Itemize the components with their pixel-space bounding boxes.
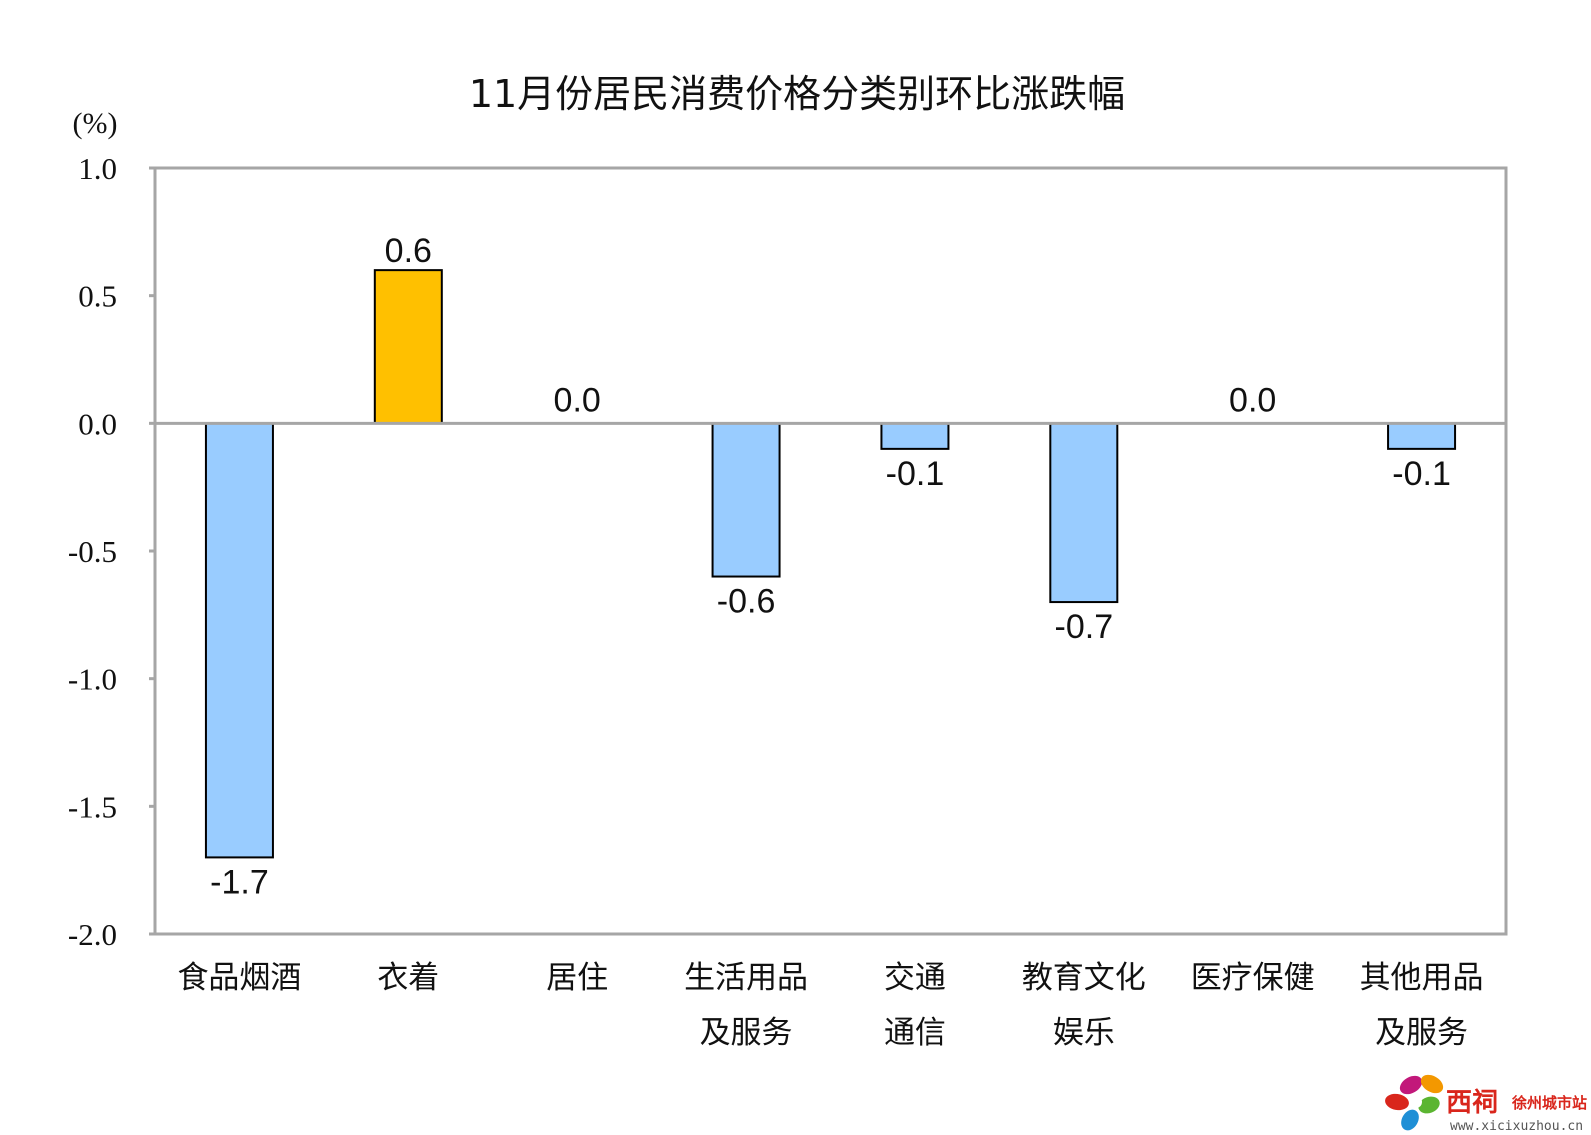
x-category-label: 衣着	[377, 960, 439, 996]
x-category-label: 其他用品	[1360, 960, 1484, 996]
y-tick-label: -0.5	[68, 534, 117, 569]
x-category-label: 交通	[884, 960, 946, 996]
flower-logo-icon	[1385, 1074, 1444, 1131]
bar-1	[373, 269, 443, 425]
y-axis: 1.0 0.5 0.0 -0.5 -1.0 -1.5 -2.0	[68, 151, 155, 952]
watermark-brand: 西祠	[1446, 1088, 1498, 1118]
bars	[204, 269, 1457, 859]
x-category-label: 教育文化	[1022, 960, 1146, 996]
bar-0	[204, 422, 274, 859]
bar-3	[711, 422, 781, 578]
x-category-label: 及服务	[1375, 1015, 1468, 1051]
y-tick-label: -1.5	[68, 789, 117, 824]
x-category-label: 居住	[546, 960, 608, 996]
data-label-0: -1.7	[210, 863, 269, 901]
data-label-6: 0.0	[1229, 381, 1276, 419]
x-category-label: 通信	[884, 1015, 946, 1051]
bar-4	[880, 422, 950, 450]
y-tick-label: -1.0	[68, 662, 117, 697]
bar-5	[1049, 422, 1119, 604]
y-tick-label: 0.0	[78, 406, 117, 441]
data-label-7: -0.1	[1392, 455, 1451, 493]
data-label-5: -0.7	[1055, 608, 1114, 646]
data-label-1: 0.6	[385, 232, 432, 270]
y-tick-label: 0.5	[78, 279, 117, 314]
data-label-4: -0.1	[886, 455, 945, 493]
data-label-2: 0.0	[554, 381, 601, 419]
watermark-site: 徐州城市站	[1511, 1094, 1587, 1112]
y-tick-label: -2.0	[68, 917, 117, 952]
bar-7	[1387, 422, 1457, 450]
chart-title: 11月份居民消费价格分类别环比涨跌幅	[469, 72, 1125, 116]
watermark: 西祠 徐州城市站 www.xicixuzhou.cn	[1385, 1074, 1587, 1134]
data-label-3: -0.6	[717, 583, 776, 621]
x-category-label: 医疗保健	[1191, 960, 1315, 996]
watermark-url: www.xicixuzhou.cn	[1450, 1119, 1583, 1134]
y-tick-label: 1.0	[78, 151, 117, 186]
x-category-label: 娱乐	[1053, 1015, 1115, 1051]
y-axis-unit: (%)	[73, 107, 118, 140]
plot-frame	[153, 166, 1508, 936]
data-labels: -1.7 0.6 0.0 -0.6 -0.1 -0.7 0.0 -0.1	[210, 232, 1451, 901]
x-category-label: 及服务	[700, 1015, 793, 1051]
x-category-label: 食品烟酒	[177, 960, 301, 996]
x-category-label: 生活用品	[684, 960, 808, 996]
